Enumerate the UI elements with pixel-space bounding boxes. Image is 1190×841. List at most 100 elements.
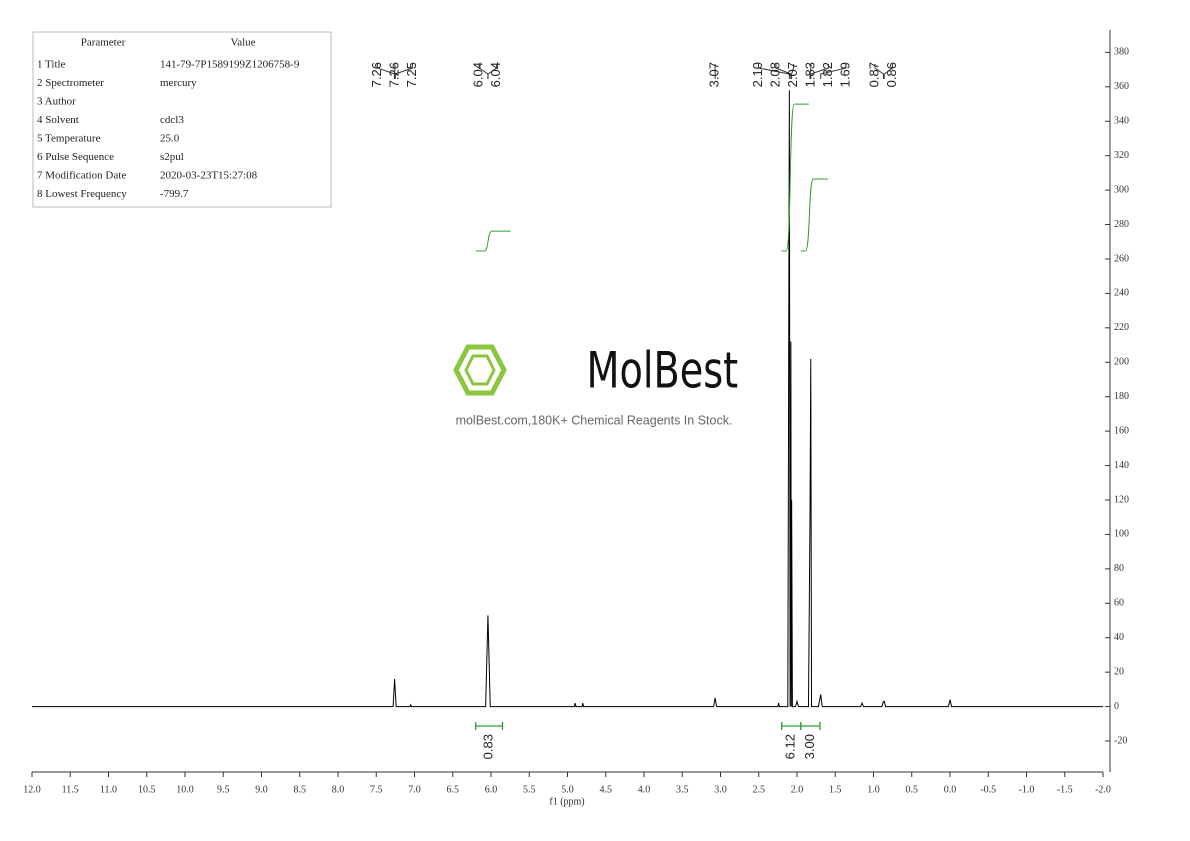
- y-tick-label: 100: [1114, 529, 1129, 540]
- table-cell: 3 Author: [37, 96, 76, 108]
- y-tick-label: 80: [1114, 563, 1124, 574]
- y-tick-label: 0: [1114, 701, 1119, 712]
- table-cell: 141-79-7P1589199Z1206758-9: [160, 59, 300, 71]
- peak-leader: [757, 64, 790, 79]
- x-tick-label: 0.0: [944, 784, 957, 795]
- integral-label: 0.83: [481, 734, 496, 759]
- table-cell: 4 Solvent: [37, 114, 79, 126]
- x-tick-label: 8.0: [332, 784, 345, 795]
- peak-label: 2.07: [785, 62, 800, 87]
- x-tick-label: -1.0: [1019, 784, 1035, 795]
- y-tick-label: -20: [1114, 735, 1127, 746]
- integral-label: 6.12: [783, 734, 798, 759]
- peak-label: 6.04: [471, 62, 486, 87]
- y-tick-label: 260: [1114, 253, 1129, 264]
- table-header: Parameter: [81, 37, 126, 49]
- table-cell: 2 Spectrometer: [37, 77, 104, 89]
- table-cell: 2020-03-23T15:27:08: [160, 170, 258, 182]
- table-cell: 25.0: [160, 133, 180, 145]
- peak-labels: 7.26 7.26 7.25 6.04 6.04 3.07 2.10 2.08 2.07 1.83…: [369, 62, 899, 87]
- x-tick-label: 0.5: [906, 784, 919, 795]
- table-cell: cdcl3: [160, 114, 184, 126]
- y-tick-label: 320: [1114, 150, 1129, 161]
- watermark: MolBest molBest.com,180K+ Chemical Reage…: [453, 341, 739, 427]
- spectrum-line: [32, 90, 1103, 708]
- x-tick-label: 7.0: [408, 784, 421, 795]
- table-header: Value: [230, 37, 255, 49]
- peak-leader: [394, 64, 413, 79]
- x-tick-label: -2.0: [1095, 784, 1111, 795]
- y-tick-label: 280: [1114, 219, 1129, 230]
- x-tick-label: 5.0: [561, 784, 574, 795]
- peak-leader: [820, 64, 847, 79]
- y-tick-label: 140: [1114, 460, 1129, 471]
- peak-leader: [791, 64, 794, 79]
- x-tick-label: 8.5: [294, 784, 307, 795]
- x-tick-label: 10.0: [176, 784, 194, 795]
- x-tick-label: 3.5: [676, 784, 689, 795]
- x-tick-label: 4.0: [638, 784, 651, 795]
- x-tick-label: 2.0: [791, 784, 804, 795]
- peak-label: 6.04: [488, 62, 503, 87]
- x-axis-label: f1 (ppm): [549, 796, 584, 807]
- y-tick-label: 20: [1114, 666, 1124, 677]
- table-cell: s2pul: [160, 151, 184, 163]
- y-tick-label: 380: [1114, 47, 1129, 58]
- peak-label: 7.26: [369, 62, 384, 87]
- integral-curve: [475, 230, 511, 252]
- peak-leader: [809, 64, 812, 79]
- x-tick-label: 12.0: [23, 784, 41, 795]
- peak-leader: [810, 64, 829, 79]
- peak-label: 7.25: [404, 62, 419, 87]
- x-tick-label: 6.5: [447, 784, 460, 795]
- peak-label: 7.26: [386, 62, 401, 87]
- peak-label: 2.10: [750, 62, 765, 87]
- x-tick-label: 10.5: [138, 784, 156, 795]
- y-tick-label: 220: [1114, 322, 1129, 333]
- table-cell: 6 Pulse Sequence: [37, 151, 114, 163]
- table-cell: 7 Modification Date: [37, 170, 126, 182]
- y-tick-label: 40: [1114, 632, 1124, 643]
- x-tick-label: 3.0: [714, 784, 727, 795]
- y-tick-label: 200: [1114, 357, 1129, 368]
- y-tick-label: 340: [1114, 116, 1129, 127]
- table-border: [32, 31, 332, 208]
- peak-leader: [874, 64, 884, 79]
- y-tick-label: 360: [1114, 81, 1129, 92]
- y-tick-label: 240: [1114, 288, 1129, 299]
- x-tick-label: 6.0: [485, 784, 498, 795]
- peak-label: 2.08: [767, 62, 782, 87]
- peak-leader: [775, 64, 792, 79]
- x-tick-label: 1.0: [867, 784, 880, 795]
- y-tick-label: 300: [1114, 184, 1129, 195]
- table-cell: mercury: [160, 77, 197, 89]
- logo-hexagon: [453, 344, 507, 396]
- x-tick-label: 4.5: [600, 784, 613, 795]
- peak-label: 3.07: [707, 62, 722, 87]
- peak-leader: [883, 64, 894, 79]
- x-tick-label: 9.5: [217, 784, 230, 795]
- y-tick-label: 60: [1114, 598, 1124, 609]
- integral-bracket: [800, 722, 821, 730]
- integral-label: 3.00: [802, 734, 817, 759]
- peak-leader: [487, 64, 498, 79]
- peak-label: 1.69: [837, 62, 852, 87]
- integrals: 0.83 6.12 3.00: [475, 103, 828, 759]
- table-cell: 1 Title: [37, 59, 66, 71]
- y-tick-label: 120: [1114, 494, 1129, 505]
- x-tick-label: -0.5: [980, 784, 996, 795]
- x-tick-label: -1.5: [1057, 784, 1073, 795]
- integral-curve: [781, 103, 809, 252]
- integral-bracket: [475, 722, 504, 730]
- integral-curve: [800, 178, 828, 252]
- peak-label: 1.82: [820, 62, 835, 87]
- x-tick-label: 11.0: [100, 784, 117, 795]
- integral-bracket: [781, 722, 802, 730]
- plot: 12.0 11.5 11.0 10.5 10.0 9.5 9.0 8.5 8.0 7.5 7.0 6.…: [23, 30, 1129, 807]
- y-tick-label: 180: [1114, 391, 1129, 402]
- x-tick-label: 9.0: [255, 784, 268, 795]
- logo-ring: [464, 354, 496, 386]
- x-tick-label: 5.5: [523, 784, 536, 795]
- brand: MolBest: [587, 341, 739, 399]
